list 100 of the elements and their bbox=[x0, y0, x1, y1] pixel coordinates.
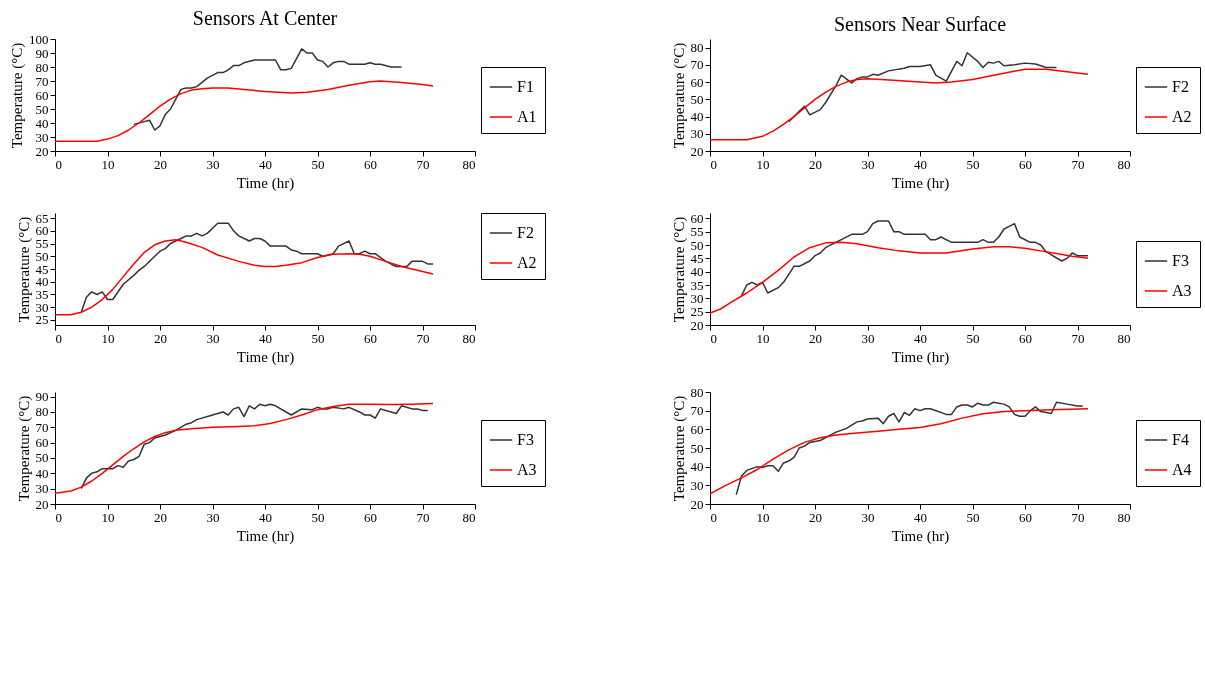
x-tick-label: 10 bbox=[756, 509, 770, 525]
x-tick-label: 20 bbox=[809, 509, 822, 525]
x-tick-label: 20 bbox=[809, 156, 822, 172]
y-tick-label: 60 bbox=[35, 223, 49, 239]
line-series bbox=[55, 238, 434, 316]
y-tick-label: 40 bbox=[690, 264, 704, 280]
x-tick-label: 20 bbox=[809, 330, 822, 346]
y-tick-label: 25 bbox=[35, 312, 49, 328]
y-axis-title: Temperature (°C) bbox=[670, 42, 688, 149]
x-tick-label: 50 bbox=[966, 330, 980, 346]
y-tick-label: 30 bbox=[35, 299, 49, 315]
x-tick-label: 30 bbox=[206, 509, 220, 525]
x-tick-label: 30 bbox=[206, 156, 220, 172]
x-tick-label: 70 bbox=[416, 330, 430, 346]
y-tick-label: 30 bbox=[35, 129, 49, 145]
x-tick-label: 20 bbox=[154, 156, 167, 172]
x-axis-title: Time (hr) bbox=[236, 527, 295, 545]
x-tick-label: 80 bbox=[462, 156, 476, 172]
x-tick-label: 10 bbox=[756, 330, 770, 346]
y-tick-label: 40 bbox=[35, 465, 49, 481]
x-axis-title: Time (hr) bbox=[891, 348, 950, 366]
x-tick-label: 70 bbox=[1071, 509, 1085, 525]
x-tick-label: 60 bbox=[1019, 509, 1032, 525]
y-tick-label: 40 bbox=[35, 115, 49, 131]
x-tick-label: 20 bbox=[154, 509, 167, 525]
x-tick-label: 10 bbox=[101, 156, 115, 172]
y-axis-title: Temperature (°C) bbox=[670, 395, 688, 502]
y-tick-label: 35 bbox=[690, 277, 704, 293]
x-tick-label: 50 bbox=[311, 330, 325, 346]
x-tick-label: 10 bbox=[101, 330, 115, 346]
y-tick-label: 60 bbox=[690, 74, 704, 90]
x-tick-label: 30 bbox=[861, 330, 875, 346]
y-axis-title: Temperature (°C) bbox=[15, 216, 33, 323]
y-tick-label: 80 bbox=[35, 59, 49, 75]
x-tick-label: 60 bbox=[1019, 330, 1032, 346]
y-tick-label: 60 bbox=[35, 87, 49, 103]
y-tick-label: 20 bbox=[690, 496, 704, 512]
x-tick-label: 70 bbox=[1071, 156, 1085, 172]
x-tick-label: 60 bbox=[1019, 156, 1032, 172]
x-tick-label: 0 bbox=[55, 509, 62, 525]
legend-label: F2 bbox=[1172, 78, 1189, 95]
x-tick-label: 0 bbox=[710, 330, 717, 346]
legend-label: F3 bbox=[1172, 252, 1189, 269]
y-tick-label: 80 bbox=[690, 384, 704, 400]
legend-label: A1 bbox=[517, 108, 537, 125]
y-tick-label: 40 bbox=[690, 109, 704, 125]
legend-label: A2 bbox=[517, 254, 537, 271]
line-series bbox=[710, 408, 1089, 495]
line-series bbox=[735, 401, 1084, 496]
x-axis-title: Time (hr) bbox=[891, 527, 950, 545]
x-tick-label: 80 bbox=[1117, 330, 1131, 346]
y-tick-label: 55 bbox=[690, 224, 704, 240]
y-tick-label: 60 bbox=[35, 435, 49, 451]
legend-label: A2 bbox=[1172, 108, 1192, 125]
x-axis-title: Time (hr) bbox=[236, 348, 295, 366]
x-tick-label: 0 bbox=[710, 156, 717, 172]
y-tick-label: 60 bbox=[690, 421, 704, 437]
y-tick-label: 65 bbox=[35, 210, 49, 226]
x-tick-label: 10 bbox=[101, 509, 115, 525]
x-tick-label: 60 bbox=[364, 509, 377, 525]
x-axis-title: Time (hr) bbox=[891, 174, 950, 192]
y-tick-label: 70 bbox=[35, 419, 49, 435]
y-tick-label: 45 bbox=[35, 261, 49, 277]
legend-label: A4 bbox=[1172, 461, 1192, 478]
line-series bbox=[710, 68, 1089, 141]
y-tick-label: 90 bbox=[35, 45, 49, 61]
chart-title: Sensors At Center bbox=[192, 7, 338, 29]
line-series bbox=[710, 241, 1089, 314]
legend-label: F2 bbox=[517, 224, 534, 241]
x-tick-label: 40 bbox=[259, 156, 272, 172]
x-tick-label: 50 bbox=[311, 156, 325, 172]
y-tick-label: 50 bbox=[35, 101, 49, 117]
line-series bbox=[740, 220, 1089, 297]
legend-label: F1 bbox=[517, 78, 534, 95]
y-tick-label: 50 bbox=[690, 237, 704, 253]
x-tick-label: 50 bbox=[311, 509, 325, 525]
x-tick-label: 40 bbox=[914, 509, 927, 525]
y-axis-title: Temperature (°C) bbox=[9, 42, 26, 149]
x-tick-label: 40 bbox=[259, 509, 272, 525]
x-tick-label: 60 bbox=[364, 156, 377, 172]
x-tick-label: 70 bbox=[416, 156, 430, 172]
y-tick-label: 25 bbox=[690, 304, 704, 320]
y-tick-label: 70 bbox=[690, 57, 704, 73]
y-tick-label: 30 bbox=[690, 290, 704, 306]
y-tick-label: 30 bbox=[35, 481, 49, 497]
y-tick-label: 80 bbox=[35, 404, 49, 420]
y-tick-label: 70 bbox=[35, 73, 49, 89]
y-tick-label: 60 bbox=[690, 210, 704, 226]
x-tick-label: 80 bbox=[1117, 156, 1131, 172]
legend-label: F3 bbox=[517, 431, 534, 448]
y-axis-title: Temperature (°C) bbox=[670, 216, 688, 323]
y-tick-label: 100 bbox=[29, 31, 49, 47]
x-tick-label: 80 bbox=[462, 509, 476, 525]
y-tick-label: 40 bbox=[690, 459, 704, 475]
x-tick-label: 70 bbox=[1071, 330, 1085, 346]
x-tick-label: 30 bbox=[206, 330, 220, 346]
x-tick-label: 60 bbox=[364, 330, 377, 346]
y-tick-label: 20 bbox=[690, 143, 704, 159]
x-tick-label: 80 bbox=[462, 330, 476, 346]
x-tick-label: 30 bbox=[861, 509, 875, 525]
